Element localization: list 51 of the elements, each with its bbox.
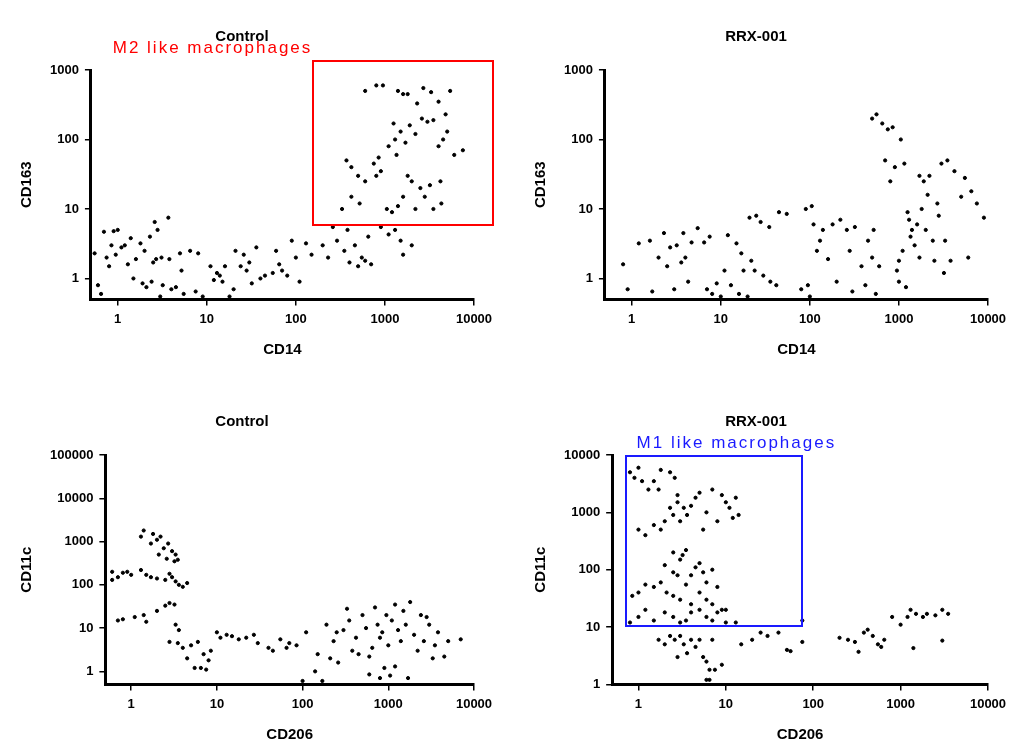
x-tick-label: 1 <box>127 695 135 711</box>
x-tick-label: 1000 <box>884 310 914 326</box>
x-tick-label: 10 <box>199 310 215 326</box>
y-tick-label: 1 <box>585 270 593 286</box>
y-tick-label: 10 <box>578 200 593 216</box>
y-tick-label: 1000 <box>64 533 94 549</box>
x-tick-label: 1 <box>634 695 643 711</box>
x-tick-label: 1 <box>114 310 122 326</box>
x-tick-label: 10000 <box>455 310 493 326</box>
x-tick-label: 100 <box>799 310 821 326</box>
x-tick-label: 10000 <box>455 695 493 711</box>
x-tick-label: 10 <box>718 695 734 711</box>
y-tick-label: 1000 <box>564 61 593 77</box>
y-tick-label: 1000 <box>50 61 79 77</box>
x-axis-title: CD206 <box>266 725 314 743</box>
x-tick-label: 100 <box>802 695 825 711</box>
x-axis-title: CD14 <box>777 340 817 358</box>
y-tick-label: 100000 <box>49 446 94 462</box>
y-tick-label: 10 <box>64 200 79 216</box>
x-tick-label: 10 <box>713 310 729 326</box>
x-tick-label: 10000 <box>969 310 1007 326</box>
y-tick-label: 1000 <box>571 503 601 519</box>
chart-title: Control <box>215 412 269 430</box>
y-tick-label: 100 <box>578 561 601 577</box>
chart-title: RRX-001 <box>725 412 787 430</box>
y-tick-label: 1 <box>86 662 94 678</box>
x-tick-label: 1 <box>628 310 636 326</box>
chart-title: RRX-001 <box>725 27 787 45</box>
y-tick-label: 10000 <box>57 489 94 505</box>
y-tick-label: 10000 <box>563 446 601 462</box>
x-tick-label: 1000 <box>370 310 400 326</box>
x-tick-label: 100 <box>291 695 314 711</box>
y-tick-label: 1 <box>592 675 601 691</box>
y-tick-label: 100 <box>71 576 94 592</box>
text: M1 like macrophages <box>636 433 837 453</box>
y-tick-label: 10 <box>585 618 601 634</box>
x-tick-label: 10 <box>209 695 225 711</box>
x-tick-label: 1000 <box>886 695 916 711</box>
y-tick-label: 100 <box>57 131 79 147</box>
x-tick-label: 10000 <box>969 695 1007 711</box>
y-tick-label: 10 <box>78 619 94 635</box>
y-axis-title: CD11c <box>17 546 35 593</box>
y-tick-label: 100 <box>571 131 593 147</box>
x-axis-title: CD14 <box>263 340 303 358</box>
x-axis-title: CD206 <box>776 725 824 743</box>
y-axis-title: CD163 <box>531 161 549 209</box>
y-axis-title: CD163 <box>17 161 35 209</box>
y-axis-title: CD11c <box>531 546 549 593</box>
x-tick-label: 100 <box>285 310 307 326</box>
y-tick-label: 1 <box>71 270 79 286</box>
x-tick-label: 1000 <box>373 695 403 711</box>
